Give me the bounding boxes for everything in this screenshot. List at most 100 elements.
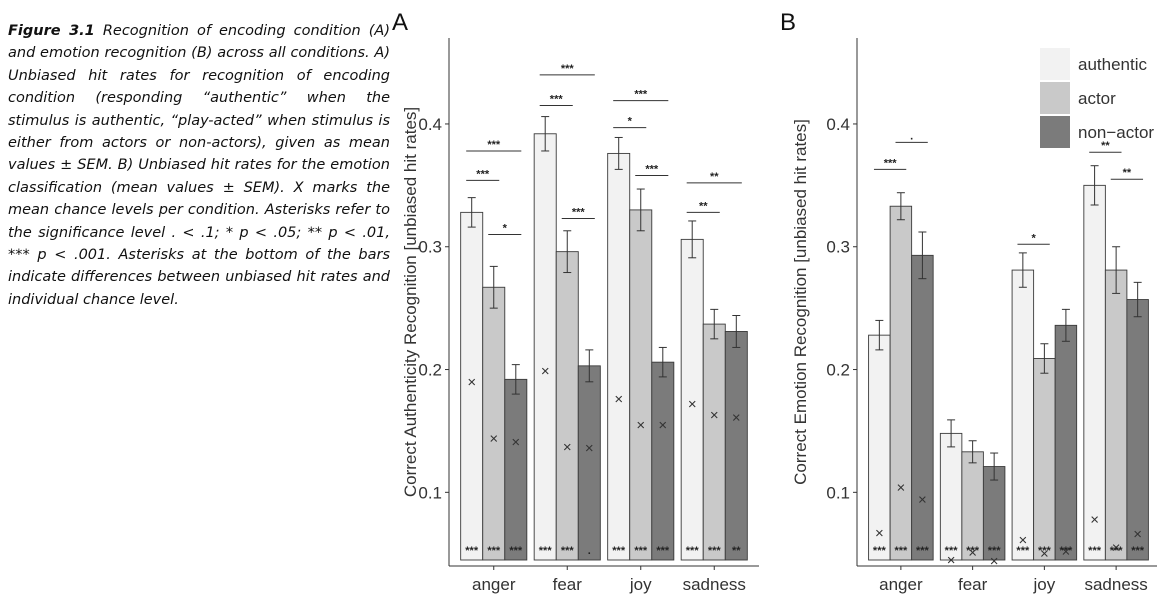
chance-marker: × <box>658 417 667 434</box>
x-tick-label-fear: fear <box>958 575 988 594</box>
y-axis-label: Correct Emotion Recognition [unbiased hi… <box>791 119 810 485</box>
chance-marker: × <box>875 525 884 542</box>
bar-non_actor-anger <box>911 254 934 561</box>
bottom-significance: *** <box>916 545 930 557</box>
comparison-label: * <box>503 222 508 234</box>
bar-non_actor-joy <box>1054 324 1078 561</box>
comparison-label: *** <box>634 89 648 101</box>
bar-non_actor-anger <box>504 378 528 561</box>
comparison-label: ** <box>710 171 719 183</box>
x-tick-label-anger: anger <box>472 575 516 594</box>
bottom-significance: *** <box>1131 545 1145 557</box>
comparison-label: *** <box>561 63 575 75</box>
y-tick-label: 0.3 <box>418 238 442 257</box>
x-tick-label-joy: joy <box>629 575 652 594</box>
comparison-label: *** <box>884 157 898 169</box>
bottom-significance: *** <box>708 545 722 557</box>
bottom-significance: *** <box>894 545 908 557</box>
y-tick-label: 0.1 <box>826 483 850 502</box>
chance-marker: × <box>541 363 550 380</box>
chance-marker: × <box>732 409 741 426</box>
bar-authentic-sadness <box>1083 184 1106 561</box>
bottom-significance: *** <box>686 545 700 557</box>
bar-non_actor-sadness <box>1126 299 1149 561</box>
comparison-label: *** <box>487 139 501 151</box>
y-tick-label: 0.3 <box>826 238 850 257</box>
y-axis-label: Correct Authenticity Recognition [unbias… <box>401 107 420 497</box>
bottom-significance: *** <box>1016 545 1030 557</box>
bottom-significance: *** <box>1088 545 1102 557</box>
figure-caption: Figure 3.1 Recognition of encoding condi… <box>8 20 390 311</box>
comparison-label: ** <box>1101 140 1110 152</box>
chance-marker: × <box>1090 511 1099 528</box>
panel-label: A <box>392 9 408 36</box>
chance-marker: × <box>511 434 520 451</box>
bottom-significance: *** <box>873 545 887 557</box>
x-tick-label-anger: anger <box>879 575 923 594</box>
chance-marker: × <box>947 552 956 569</box>
bar-authentic-joy <box>1011 269 1035 561</box>
legend-swatch-non_actor <box>1040 116 1070 148</box>
panel-label: B <box>780 9 796 36</box>
bar-actor-sadness <box>702 323 726 561</box>
chance-marker: × <box>614 391 623 408</box>
legend-label-actor: actor <box>1078 89 1116 108</box>
bottom-significance: *** <box>539 545 553 557</box>
chance-marker: × <box>636 417 645 434</box>
bar-authentic-fear <box>939 432 963 561</box>
y-tick-label: 0.2 <box>826 361 850 380</box>
bottom-significance: *** <box>945 545 959 557</box>
chance-marker: × <box>1062 543 1071 560</box>
chance-marker: × <box>489 430 498 447</box>
comparison-label: ** <box>699 200 708 212</box>
bar-actor-joy <box>1033 358 1056 561</box>
chance-marker: × <box>710 407 719 424</box>
bar-authentic-fear <box>533 133 557 561</box>
legend-swatch-actor <box>1040 82 1070 114</box>
chance-marker: × <box>990 553 999 570</box>
comparison-label: . <box>910 130 913 142</box>
bar-actor-anger <box>889 205 913 561</box>
comparison-label: ** <box>1123 167 1132 179</box>
chance-marker: × <box>688 396 697 413</box>
comparison-label: * <box>628 116 633 128</box>
x-tick-label-sadness: sadness <box>683 575 746 594</box>
comparison-label: *** <box>645 164 659 176</box>
bar-non_actor-fear <box>577 365 601 561</box>
legend: authentic actor non−actor <box>1040 48 1154 148</box>
bar-non_actor-sadness <box>724 331 748 561</box>
chance-marker: × <box>1112 540 1121 557</box>
bottom-significance: *** <box>509 545 523 557</box>
bottom-significance: *** <box>487 545 501 557</box>
bar-actor-fear <box>555 251 579 561</box>
y-tick-label: 0.2 <box>418 361 442 380</box>
bar-authentic-joy <box>607 152 631 561</box>
bottom-significance: *** <box>988 545 1002 557</box>
chance-marker: × <box>1018 532 1027 549</box>
y-tick-label: 0.4 <box>826 115 850 134</box>
bottom-significance: *** <box>1038 545 1052 557</box>
legend-swatch-authentic <box>1040 48 1070 80</box>
bottom-significance: *** <box>656 545 670 557</box>
y-tick-label: 0.4 <box>418 115 442 134</box>
x-tick-label-sadness: sadness <box>1084 575 1147 594</box>
chance-marker: × <box>585 440 594 457</box>
chance-marker: × <box>1040 546 1049 563</box>
bottom-significance: ** <box>732 545 741 557</box>
chance-marker: × <box>896 479 905 496</box>
legend-label-non_actor: non−actor <box>1078 123 1154 142</box>
bottom-significance: *** <box>966 545 980 557</box>
bar-actor-joy <box>629 209 653 561</box>
caption-label: Figure 3.1 <box>8 23 95 39</box>
bottom-significance: *** <box>612 545 626 557</box>
panel-B: B 0.1 0.2 0.3 0.4 Correct Emotion Recognition… <box>780 9 1157 594</box>
x-tick-label-fear: fear <box>553 575 583 594</box>
chance-marker: × <box>467 374 476 391</box>
bar-actor-anger <box>482 286 506 561</box>
chance-marker: × <box>563 439 572 456</box>
x-tick-label-joy: joy <box>1033 575 1056 594</box>
bottom-significance: *** <box>561 545 575 557</box>
bottom-significance: *** <box>1110 545 1124 557</box>
chance-marker: × <box>968 544 977 561</box>
